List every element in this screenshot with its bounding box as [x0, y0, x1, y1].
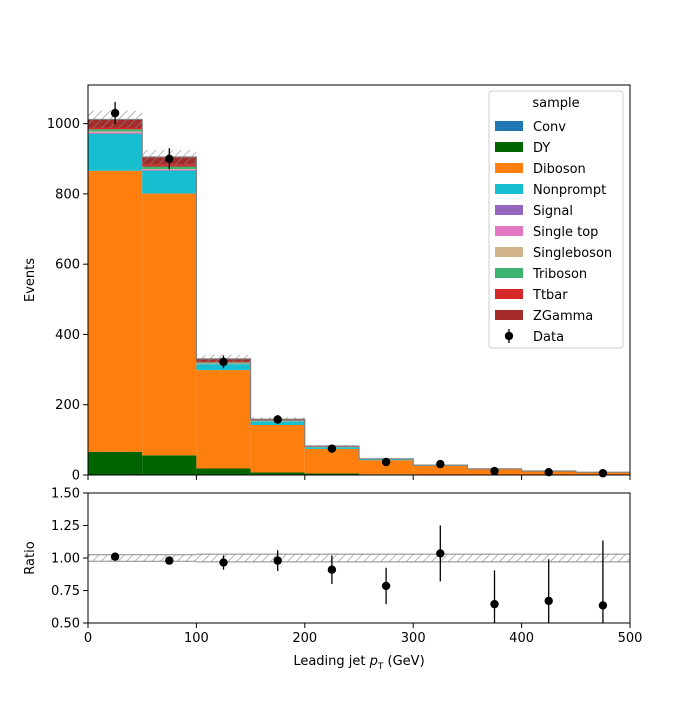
data-point — [599, 469, 607, 477]
x-tick-label: 0 — [84, 631, 92, 646]
legend-label: Signal — [533, 204, 573, 219]
events-y-axis: 0 200 400 600 800 1000 — [47, 117, 88, 483]
ratio-point — [436, 549, 444, 557]
bar-signal — [142, 170, 196, 171]
legend-swatch — [495, 205, 523, 215]
bar-diboson — [142, 194, 196, 456]
legend-data-marker — [505, 332, 513, 340]
bar-dy — [88, 452, 142, 475]
ratio-band-hatch — [467, 554, 521, 562]
ratio-band-hatch — [359, 554, 413, 562]
legend-swatch — [495, 142, 523, 152]
ratio-point — [165, 556, 173, 564]
legend-label: Diboson — [533, 162, 586, 177]
y-tick-label: 600 — [55, 258, 80, 273]
events-axis-label: Events — [23, 258, 38, 302]
legend-label: Triboson — [532, 267, 587, 282]
ratio-y-axis: 0.50 0.75 1.00 1.25 1.50 — [51, 487, 88, 632]
ratio-point — [219, 558, 227, 566]
bar-nonprompt — [88, 134, 142, 171]
legend-label: Nonprompt — [533, 183, 606, 198]
data-point — [490, 467, 498, 475]
x-tick-label: 400 — [509, 631, 534, 646]
bar-dy — [142, 455, 196, 474]
legend-swatch — [495, 247, 523, 257]
ratio-y-tick-label: 0.50 — [51, 617, 80, 632]
ratio-point — [490, 600, 498, 608]
legend-swatch — [495, 268, 523, 278]
bar-triboson — [88, 129, 142, 131]
data-point — [219, 358, 227, 366]
data-point — [382, 458, 390, 466]
ratio-point — [545, 597, 553, 605]
ratio-y-tick-label: 1.25 — [51, 519, 80, 534]
ratio-y-tick-label: 1.50 — [51, 487, 80, 502]
legend-label: ZGamma — [533, 309, 593, 324]
bar-diboson — [196, 370, 250, 468]
legend-label: DY — [533, 141, 550, 156]
legend-swatch — [495, 121, 523, 131]
y-tick-label: 200 — [55, 398, 80, 413]
bar-nonprompt — [142, 171, 196, 194]
ratio-y-tick-label: 1.00 — [51, 552, 80, 567]
data-point — [165, 155, 173, 163]
legend-label: Data — [533, 330, 564, 345]
y-tick-label: 0 — [72, 469, 80, 484]
ratio-points — [111, 526, 607, 624]
legend-label: Singleboson — [533, 246, 612, 261]
legend-swatch — [495, 289, 523, 299]
ratio-y-tick-label: 0.75 — [51, 584, 80, 599]
legend-swatch — [495, 310, 523, 320]
y-tick-label: 400 — [55, 328, 80, 343]
bar-diboson — [88, 171, 142, 452]
ratio-x-axis: 0 100 200 300 400 500 — [84, 623, 643, 646]
data-point — [274, 415, 282, 423]
legend-swatch — [495, 226, 523, 236]
x-tick-label: 300 — [401, 631, 426, 646]
y-tick-label: 1000 — [47, 117, 80, 132]
x-tick-label: 500 — [618, 631, 643, 646]
bar-singleboson — [88, 131, 142, 132]
x-tick-label: 100 — [184, 631, 209, 646]
bar-dy — [196, 469, 250, 475]
bar-single-top — [88, 132, 142, 133]
legend-title: sample — [532, 96, 579, 111]
ratio-point — [328, 566, 336, 574]
legend-label: Conv — [533, 120, 566, 135]
ratio-axis-label: Ratio — [23, 541, 38, 574]
legend-swatch — [495, 184, 523, 194]
bar-signal — [88, 133, 142, 134]
ratio-point — [382, 582, 390, 590]
legend-label: Single top — [533, 225, 598, 240]
y-tick-label: 800 — [55, 187, 80, 202]
ratio-point — [274, 556, 282, 564]
x-tick-label: 200 — [292, 631, 317, 646]
ratio-point — [599, 601, 607, 609]
data-point — [436, 460, 444, 468]
x-axis-label: Leading jet pT (GeV) — [293, 654, 424, 672]
data-point — [328, 444, 336, 452]
bar-diboson — [251, 425, 305, 472]
ratio-plot-panel: 0.50 0.75 1.00 1.25 1.50 0 100 200 300 400 500 Ra… — [23, 487, 642, 647]
ratio-point — [111, 553, 119, 561]
data-point — [111, 109, 119, 117]
legend-label: Ttbar — [532, 288, 568, 303]
legend-swatch — [495, 163, 523, 173]
legend: sample Conv DY Diboson Nonprompt Signal Single… — [489, 91, 623, 348]
